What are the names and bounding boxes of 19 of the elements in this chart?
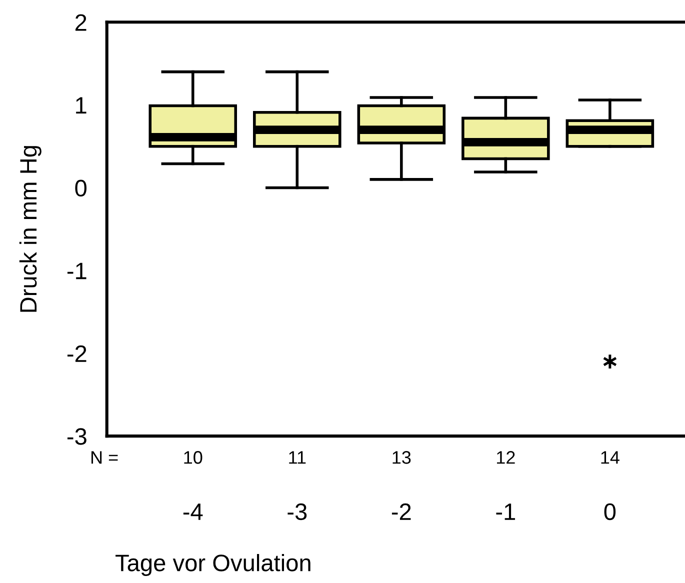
y-tick-label: 1 bbox=[76, 97, 86, 114]
x-axis-title: Tage vor Ovulation bbox=[116, 554, 310, 576]
y-tick-label: -3 bbox=[67, 428, 86, 445]
text: 10 bbox=[184, 451, 202, 464]
text: 12 bbox=[497, 451, 515, 464]
text: 14 bbox=[601, 451, 620, 464]
text: 11 bbox=[289, 451, 306, 464]
x-tick-label: -2 bbox=[392, 503, 411, 520]
y-tick-label: -2 bbox=[67, 345, 86, 362]
x-tick-label: -4 bbox=[183, 504, 203, 520]
y-tick-label: 0 bbox=[75, 180, 86, 197]
text: 13 bbox=[392, 451, 411, 464]
x-tick-label: -1 bbox=[496, 504, 516, 520]
x-tick-label: -3 bbox=[288, 503, 307, 520]
x-tick-label: 0 bbox=[604, 503, 616, 520]
y-tick-label: 2 bbox=[75, 14, 86, 31]
y-axis-title: Druck in mm Hg bbox=[19, 146, 42, 312]
text: N = bbox=[91, 451, 118, 464]
y-tick-label: -1 bbox=[67, 262, 86, 280]
